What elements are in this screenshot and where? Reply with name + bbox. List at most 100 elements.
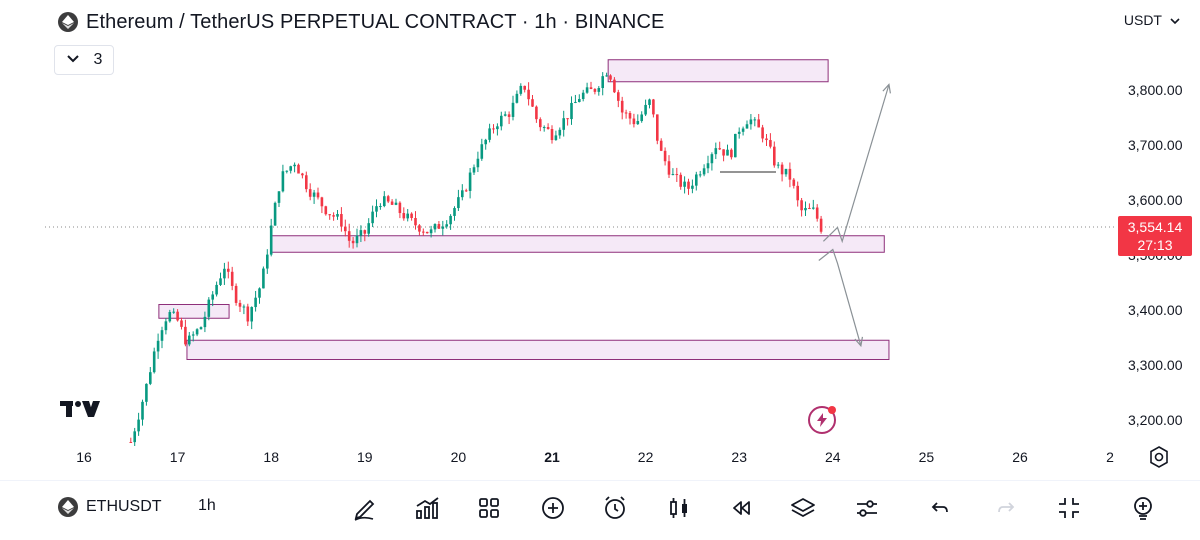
indicator-count: 3 (93, 51, 103, 68)
legend-toggle-button[interactable]: 3 (54, 45, 114, 75)
candle-body (199, 327, 203, 330)
candle-body (663, 150, 667, 162)
candle-body (503, 114, 507, 116)
candle-body (176, 311, 179, 321)
candle-body (730, 149, 733, 158)
candle-body (269, 225, 273, 255)
candle-body (476, 158, 480, 168)
indicators-chart-icon[interactable] (410, 491, 444, 525)
candle-body (519, 85, 523, 94)
candle-body (129, 442, 133, 443)
candle-body (589, 87, 593, 90)
candle-body (254, 297, 257, 308)
candle-body (449, 215, 452, 225)
undo-icon[interactable] (924, 491, 958, 525)
candle-body (776, 164, 780, 166)
projection-arrowhead (882, 83, 891, 94)
candle-body (617, 92, 620, 101)
candle-body (468, 172, 472, 191)
candle-body (375, 206, 378, 212)
time-tick-label: 17 (170, 449, 186, 465)
candle-body (207, 299, 211, 317)
candle-body (648, 99, 651, 105)
candle-body (484, 139, 487, 145)
candle-body (593, 89, 597, 92)
candle-body (562, 118, 565, 130)
candle-body (773, 146, 776, 166)
candle-body (429, 229, 433, 234)
candle-body (211, 294, 214, 300)
candle-body (496, 126, 499, 130)
candle-body (149, 372, 152, 384)
drawing-tool-pencil-icon[interactable] (348, 491, 382, 525)
candle-body (523, 85, 526, 90)
candle-body (695, 174, 698, 186)
candle-body (445, 224, 448, 227)
candle-body (262, 268, 265, 289)
candle-body (227, 268, 230, 272)
candle-body (441, 226, 445, 229)
layout-grid-icon[interactable] (472, 491, 506, 525)
bottom-toolbar: ETHUSDT 1h (0, 480, 1200, 540)
candle-body (359, 230, 363, 236)
candle-body (320, 197, 324, 207)
candlestick-chart[interactable]: 3,800.003,700.003,600.003,500.003,400.00… (0, 0, 1200, 480)
candle-body (336, 214, 339, 217)
candle-body (402, 213, 406, 219)
candle-body (632, 118, 636, 125)
symbol-selector[interactable]: ETHUSDT (58, 497, 162, 517)
collapse-icon[interactable] (1052, 491, 1086, 525)
candle-body (546, 127, 550, 129)
candle-body (671, 174, 675, 176)
interval-selector[interactable]: 1h (198, 497, 216, 514)
candles-icon[interactable] (662, 491, 696, 525)
time-tick-label: 25 (919, 449, 935, 465)
candle-body (620, 100, 624, 113)
candle-body (152, 351, 156, 373)
candle-body (800, 200, 803, 211)
candle-body (722, 149, 725, 156)
chevron-down-icon (66, 51, 80, 69)
price-tick-label: 3,700.00 (1128, 137, 1183, 153)
candle-body (363, 230, 367, 234)
candles-layer (129, 72, 823, 447)
candle-body (215, 284, 218, 295)
candle-body (683, 181, 686, 187)
candle-body (223, 268, 226, 279)
candle-body (289, 166, 292, 171)
alarm-clock-icon[interactable] (598, 491, 632, 525)
redo-icon[interactable] (988, 491, 1022, 525)
settings-sliders-icon[interactable] (850, 491, 884, 525)
price-tick-label: 3,400.00 (1128, 302, 1183, 318)
candle-body (628, 112, 632, 119)
tradingview-logo-icon[interactable] (60, 398, 102, 425)
ideas-bulb-icon[interactable] (1126, 491, 1160, 525)
layers-icon[interactable] (786, 491, 820, 525)
currency-selector[interactable]: USDT (1124, 12, 1180, 28)
replay-rewind-icon[interactable] (724, 491, 758, 525)
candle-body (558, 129, 562, 136)
candle-body (542, 127, 546, 129)
candle-body (613, 79, 616, 93)
candle-body (507, 114, 511, 117)
candle-body (698, 174, 702, 176)
candle-body (145, 383, 148, 402)
notification-dot (828, 406, 836, 414)
price-tick-label: 3,800.00 (1128, 82, 1183, 98)
candle-body (566, 118, 569, 120)
candle-body (367, 223, 370, 234)
currency-label: USDT (1123, 12, 1162, 28)
candle-body (390, 201, 394, 205)
time-tick-label: 21 (544, 449, 560, 465)
candle-body (394, 202, 398, 205)
flash-icon[interactable] (808, 406, 836, 434)
candle-body (312, 192, 316, 197)
candle-body (706, 163, 710, 169)
symbol-title[interactable]: Ethereum / TetherUS PERPETUAL CONTRACT ·… (86, 10, 665, 33)
candle-body (659, 140, 663, 151)
candle-body (796, 185, 799, 201)
candle-body (792, 179, 796, 186)
add-plus-icon[interactable] (536, 491, 570, 525)
settings-gear-icon[interactable] (1147, 445, 1171, 469)
candle-body (578, 99, 581, 102)
